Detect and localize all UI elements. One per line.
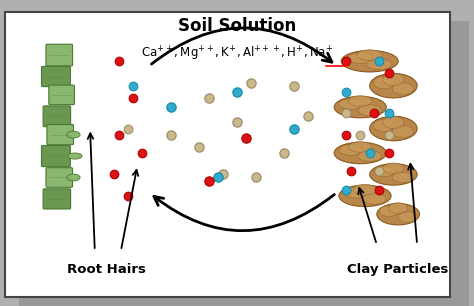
- Ellipse shape: [370, 164, 417, 185]
- Point: [167, 132, 174, 137]
- Ellipse shape: [67, 174, 80, 181]
- Ellipse shape: [358, 105, 382, 115]
- Ellipse shape: [377, 203, 419, 225]
- Ellipse shape: [68, 153, 82, 159]
- FancyBboxPatch shape: [49, 85, 74, 105]
- Point: [195, 144, 203, 149]
- Ellipse shape: [339, 185, 391, 207]
- FancyBboxPatch shape: [43, 189, 71, 209]
- Point: [110, 172, 118, 177]
- FancyBboxPatch shape: [46, 44, 73, 66]
- Ellipse shape: [370, 73, 417, 98]
- Point: [129, 95, 137, 100]
- Point: [385, 71, 392, 76]
- Point: [375, 59, 383, 64]
- Ellipse shape: [341, 50, 398, 72]
- Ellipse shape: [358, 151, 382, 162]
- Point: [375, 187, 383, 192]
- Text: Clay Particles: Clay Particles: [347, 263, 449, 276]
- Point: [205, 95, 212, 100]
- Ellipse shape: [334, 142, 386, 164]
- Ellipse shape: [344, 187, 367, 198]
- Ellipse shape: [67, 131, 80, 138]
- Ellipse shape: [373, 166, 394, 177]
- Point: [124, 126, 132, 131]
- Point: [233, 120, 241, 125]
- Ellipse shape: [357, 50, 383, 60]
- Ellipse shape: [383, 163, 404, 174]
- Point: [342, 187, 350, 192]
- Point: [385, 111, 392, 116]
- Ellipse shape: [373, 76, 394, 89]
- Point: [124, 193, 132, 198]
- Ellipse shape: [392, 125, 413, 138]
- Point: [129, 83, 137, 88]
- Point: [385, 151, 392, 155]
- Point: [115, 59, 122, 64]
- Ellipse shape: [348, 141, 372, 152]
- Text: Root Hairs: Root Hairs: [67, 263, 146, 276]
- FancyBboxPatch shape: [46, 168, 73, 187]
- Point: [167, 105, 174, 110]
- Ellipse shape: [392, 172, 413, 183]
- FancyArrowPatch shape: [152, 28, 332, 64]
- FancyBboxPatch shape: [5, 12, 450, 297]
- Point: [385, 132, 392, 137]
- Point: [205, 178, 212, 183]
- Point: [356, 132, 364, 137]
- Point: [115, 132, 122, 137]
- FancyBboxPatch shape: [41, 146, 70, 166]
- Ellipse shape: [373, 119, 394, 132]
- Point: [371, 111, 378, 116]
- Ellipse shape: [348, 95, 372, 106]
- Point: [243, 135, 250, 140]
- Ellipse shape: [363, 194, 386, 204]
- Text: $\mathsf{Ca^{++}, Mg^{++}, K^{+}, Al^{+++}, H^{+}, Na^{+}}$: $\mathsf{Ca^{++}, Mg^{++}, K^{+}, Al^{++…: [141, 44, 333, 63]
- Point: [138, 151, 146, 155]
- FancyBboxPatch shape: [19, 21, 469, 306]
- Point: [281, 151, 288, 155]
- Point: [366, 151, 374, 155]
- FancyBboxPatch shape: [43, 106, 71, 127]
- Ellipse shape: [398, 212, 417, 223]
- Ellipse shape: [339, 145, 363, 155]
- Ellipse shape: [389, 203, 408, 214]
- Ellipse shape: [334, 96, 386, 118]
- Text: Soil Solution: Soil Solution: [178, 17, 296, 35]
- Point: [290, 83, 298, 88]
- Ellipse shape: [383, 116, 404, 129]
- Ellipse shape: [379, 206, 398, 217]
- FancyArrowPatch shape: [154, 195, 334, 231]
- Ellipse shape: [347, 53, 373, 64]
- Ellipse shape: [392, 83, 413, 95]
- FancyBboxPatch shape: [41, 66, 70, 87]
- Ellipse shape: [366, 59, 392, 70]
- Ellipse shape: [383, 73, 404, 86]
- Ellipse shape: [353, 184, 377, 195]
- Ellipse shape: [370, 116, 417, 141]
- Point: [342, 89, 350, 94]
- Point: [304, 114, 312, 119]
- Point: [342, 132, 350, 137]
- Point: [347, 169, 355, 174]
- Point: [342, 111, 350, 116]
- FancyBboxPatch shape: [47, 125, 73, 145]
- Point: [233, 89, 241, 94]
- Point: [375, 169, 383, 174]
- Ellipse shape: [339, 99, 363, 109]
- Point: [219, 172, 227, 177]
- Point: [247, 80, 255, 85]
- Point: [342, 59, 350, 64]
- Point: [214, 175, 222, 180]
- Point: [290, 126, 298, 131]
- Point: [252, 175, 260, 180]
